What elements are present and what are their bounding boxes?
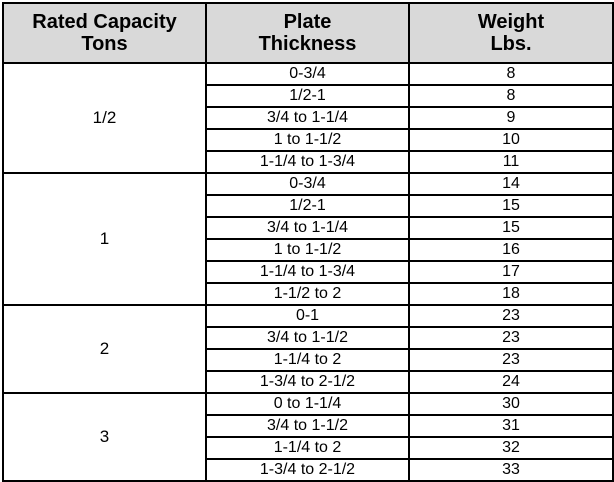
weight-cell: 9 <box>408 106 614 130</box>
table-row: 3/4 to 1-1/4 15 <box>3 216 614 240</box>
header-line: Weight <box>477 11 545 33</box>
table-row: 1/2-1 8 <box>3 84 614 108</box>
thickness-cell: 3/4 to 1-1/4 <box>205 216 410 240</box>
table-row: 1/2 0-3/4 8 <box>2 62 614 174</box>
weight-cell: 14 <box>408 172 614 196</box>
capacity-cell: 1 <box>2 172 207 306</box>
header-row: Rated Capacity Tons Plate Thickness Weig… <box>2 2 614 64</box>
weight-cell: 8 <box>408 84 614 108</box>
thickness-cell: 0-3/4 <box>205 172 410 196</box>
table-row: 1/2-1 15 <box>3 194 614 218</box>
thickness-cell: 1-1/2 to 2 <box>205 282 410 306</box>
table-row: 1 to 1-1/2 16 <box>3 238 614 262</box>
thickness-cell: 1-1/4 to 1-3/4 <box>205 260 410 284</box>
thickness-cell: 1-1/4 to 2 <box>205 348 410 372</box>
header-line: Tons <box>81 33 128 55</box>
table-row: 3/4 to 1-1/2 31 <box>3 414 614 438</box>
weight-cell: 23 <box>408 304 614 328</box>
thickness-cell: 1-3/4 to 2-1/2 <box>205 370 410 394</box>
thickness-cell: 3/4 to 1-1/2 <box>205 414 410 438</box>
weight-cell: 18 <box>408 282 614 306</box>
thickness-cell: 3/4 to 1-1/4 <box>205 106 410 130</box>
table-row: 1-1/4 to 2 32 <box>3 436 614 460</box>
header-line: Rated Capacity <box>32 11 177 33</box>
table-row: 2 0-1 23 <box>2 304 614 394</box>
thickness-cell: 1 to 1-1/2 <box>205 238 410 262</box>
capacity-cell: 2 <box>2 304 207 394</box>
thickness-cell: 0-1 <box>205 304 410 328</box>
header-line: Thickness <box>258 33 357 55</box>
header-plate-thickness: Plate Thickness <box>205 2 410 64</box>
table-row: 1-1/2 to 2 18 <box>3 282 614 306</box>
thickness-cell: 1-1/4 to 2 <box>205 436 410 460</box>
thickness-cell: 0-3/4 <box>205 62 410 86</box>
table-row: 1-3/4 to 2-1/2 24 <box>3 370 614 394</box>
thickness-cell: 3/4 to 1-1/2 <box>205 326 410 350</box>
weight-cell: 30 <box>408 392 614 416</box>
weight-cell: 15 <box>408 194 614 218</box>
table-row: 1-1/4 to 1-3/4 17 <box>3 260 614 284</box>
thickness-cell: 0 to 1-1/4 <box>205 392 410 416</box>
table-row: 1-1/4 to 2 23 <box>3 348 614 372</box>
weight-cell: 10 <box>408 128 614 152</box>
table-row: 3/4 to 1-1/2 23 <box>3 326 614 350</box>
table-row: 1 to 1-1/2 10 <box>3 128 614 152</box>
header-line: Lbs. <box>490 33 532 55</box>
header-weight: Weight Lbs. <box>408 2 614 64</box>
table-row: 3/4 to 1-1/4 9 <box>3 106 614 130</box>
weight-cell: 23 <box>408 326 614 350</box>
thickness-cell: 1/2-1 <box>205 84 410 108</box>
header-rated-capacity: Rated Capacity Tons <box>2 2 207 64</box>
thickness-cell: 1 to 1-1/2 <box>205 128 410 152</box>
weight-cell: 8 <box>408 62 614 86</box>
table-body: 1/2 0-3/4 8 1/2-1 8 3/4 to 1-1/4 9 1 to 1-1/2 10… <box>2 62 614 482</box>
capacity-cell: 1/2 <box>2 62 207 174</box>
thickness-cell: 1/2-1 <box>205 194 410 218</box>
table-row: 1-3/4 to 2-1/2 33 <box>3 458 614 482</box>
thickness-cell: 1-1/4 to 1-3/4 <box>205 150 410 174</box>
capacity-cell: 3 <box>2 392 207 482</box>
table-row: 1-1/4 to 1-3/4 11 <box>3 150 614 174</box>
weight-cell: 23 <box>408 348 614 372</box>
weight-cell: 11 <box>408 150 614 174</box>
table-row: 1 0-3/4 14 <box>2 172 614 306</box>
thickness-cell: 1-3/4 to 2-1/2 <box>205 458 410 482</box>
weight-cell: 32 <box>408 436 614 460</box>
header-line: Plate <box>283 11 332 33</box>
weight-cell: 15 <box>408 216 614 240</box>
weight-cell: 31 <box>408 414 614 438</box>
weight-cell: 17 <box>408 260 614 284</box>
weight-cell: 16 <box>408 238 614 262</box>
weight-cell: 24 <box>408 370 614 394</box>
weight-cell: 33 <box>408 458 614 482</box>
